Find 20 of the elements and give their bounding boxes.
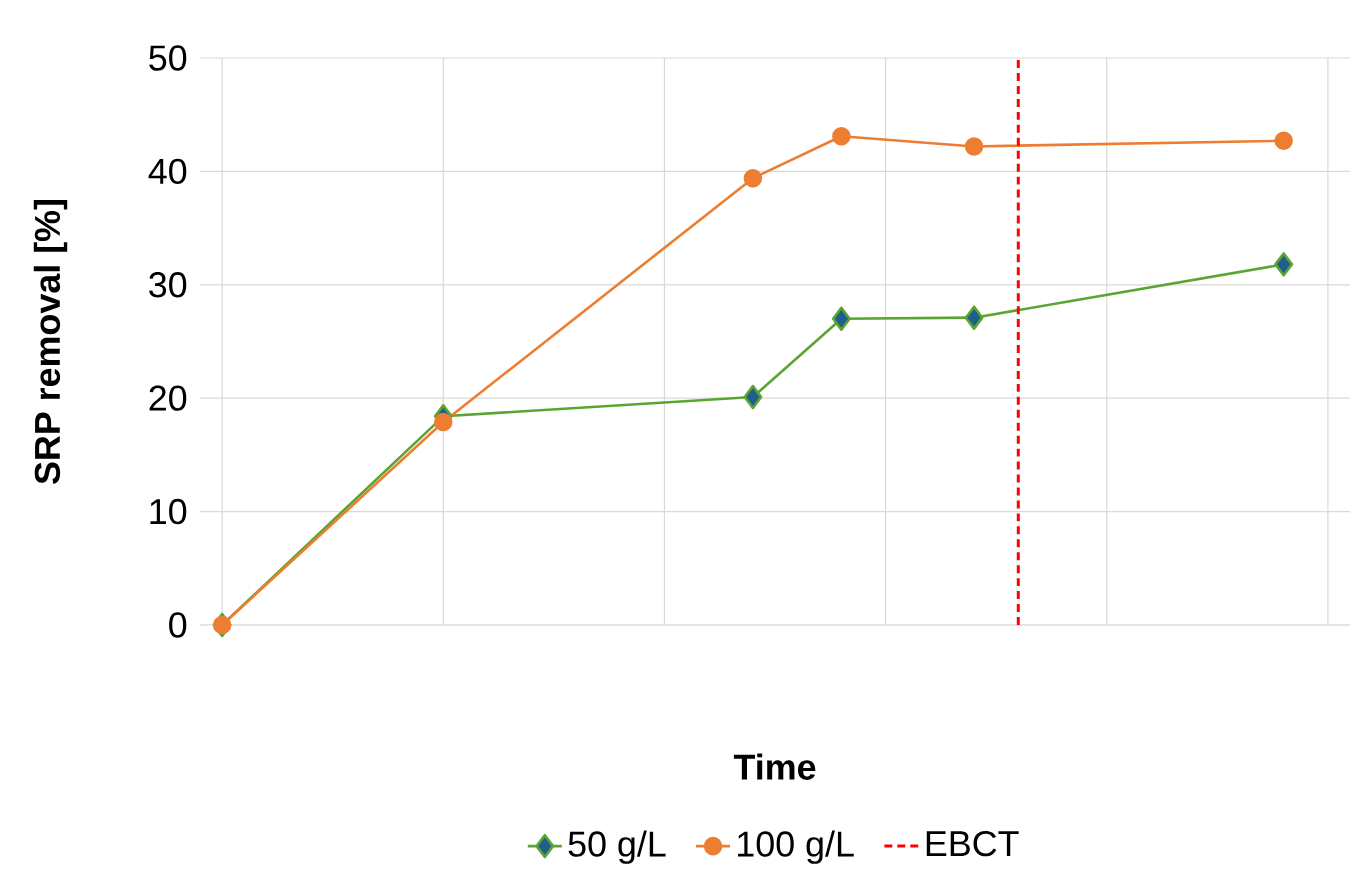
point — [1274, 131, 1293, 151]
point — [964, 137, 984, 156]
legend-label: 100 g/L — [738, 830, 854, 864]
y-tick-label: 10 — [150, 498, 187, 525]
y-tick-label: 0 — [169, 612, 187, 638]
y-tick-label: 20 — [149, 385, 187, 411]
point — [964, 305, 984, 330]
y-axis-title: SRP removal [%] — [33, 200, 68, 484]
point — [1274, 252, 1294, 277]
y-tick-label: 30 — [149, 272, 187, 298]
point — [434, 412, 453, 432]
x-axis-title: Time — [733, 753, 816, 780]
point — [831, 306, 851, 332]
y-tick-label: 50 — [149, 45, 187, 71]
legend-label: 50 g/L — [568, 830, 666, 864]
y-tick-label: 40 — [148, 158, 187, 185]
text: EBCT — [926, 830, 1019, 857]
point — [743, 384, 763, 410]
point — [743, 168, 763, 188]
point — [832, 126, 851, 146]
